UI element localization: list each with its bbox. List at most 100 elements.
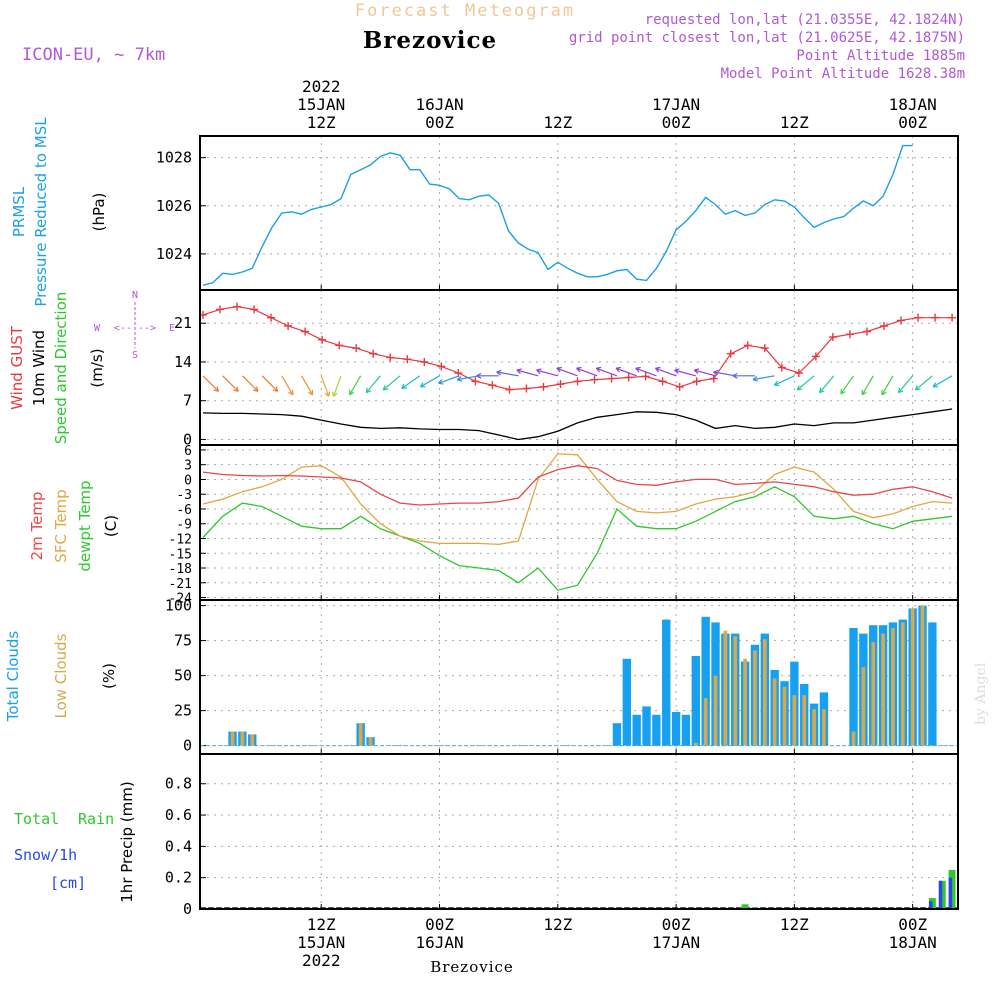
wind-arrow-shaft — [420, 375, 440, 388]
gust-marker — [948, 313, 957, 322]
gust-marker — [522, 384, 531, 393]
y-tick-label: 14 — [174, 353, 192, 371]
footer-location: Brezovice — [430, 958, 514, 976]
wind-unit: (m/s) — [88, 348, 106, 387]
gust-marker — [624, 373, 633, 382]
wind-dir-label: Speed and Direction — [52, 292, 70, 445]
y-tick-label: 0.8 — [165, 775, 192, 793]
wind-arrow-head — [655, 366, 661, 369]
wind-arrow-head — [773, 380, 778, 386]
wind-arrow-shaft — [881, 375, 894, 396]
wind-arrow — [365, 375, 381, 394]
gust-marker — [420, 357, 429, 366]
y-tick-label: 100 — [165, 597, 192, 615]
wind-arrow-head — [693, 369, 699, 374]
gust-marker — [794, 369, 803, 378]
gust-marker — [250, 305, 259, 314]
low-cloud-bar — [802, 695, 807, 746]
wind-arrow-shaft — [752, 375, 775, 381]
y-tick-label: 0.2 — [165, 869, 192, 887]
wind-arrow-shaft — [438, 375, 460, 384]
wind-arrow-head — [576, 367, 581, 373]
snow-unit: [cm] — [50, 874, 86, 892]
low-cloud-bar — [733, 636, 738, 746]
wind-arrow — [693, 368, 716, 377]
location-title: Brezovice — [363, 27, 497, 54]
wind-arrow-head — [674, 368, 680, 371]
wind-arrow-head — [366, 390, 372, 394]
wind-arrow-shaft — [457, 375, 480, 381]
panel-precip: 0 0.2 0.4 0.6 0.8 — [165, 754, 958, 918]
low-cloud-bar — [910, 608, 915, 746]
gust-marker — [828, 333, 837, 342]
wind-arrow — [438, 375, 460, 385]
wind-arrow-shaft — [932, 375, 953, 388]
gust-marker — [743, 341, 752, 350]
total-cloud-bar — [662, 619, 671, 746]
gust-marker — [352, 344, 361, 353]
dewpt-line — [202, 486, 953, 591]
wind-arrow-head — [635, 366, 641, 369]
wind-arrow-head — [840, 391, 846, 395]
model-altitude: Model Point Altitude 1628.38m — [721, 66, 965, 82]
wind-arrow — [732, 372, 755, 379]
wind-arrow-shaft — [596, 367, 618, 377]
y-tick-label: 50 — [174, 667, 192, 685]
wind-label: 10m Wind — [30, 330, 48, 406]
wind-arrow-shaft — [332, 375, 342, 397]
y-tick-label: 75 — [174, 632, 192, 650]
snow-bar — [928, 901, 933, 909]
wind-arrow — [654, 366, 677, 377]
wind-arrow-head — [556, 366, 562, 369]
gust-marker — [556, 380, 565, 389]
wind-arrow-head — [496, 371, 501, 376]
gust-marker — [897, 316, 906, 325]
wind-arrow — [861, 375, 874, 396]
wind-arrow — [476, 372, 499, 379]
wind-arrow-head — [674, 369, 679, 374]
snow-bar — [938, 880, 943, 909]
gust-marker — [777, 363, 786, 372]
wind-arrow-head — [365, 387, 368, 393]
y-tick-label: -12 — [169, 532, 192, 547]
prmsl-sub-label: Pressure Reduced to MSL — [32, 117, 50, 307]
wind-arrow-head — [752, 376, 758, 381]
gust-marker — [267, 313, 276, 322]
wind-arrow-head — [419, 382, 424, 388]
wind-arrow — [713, 369, 736, 377]
y-tick-label: -18 — [169, 562, 192, 577]
wind-arrow-head — [615, 367, 620, 373]
wind-arrow — [536, 368, 558, 377]
wind-arrow-shaft — [635, 367, 657, 377]
bottom-time-label: 2022 — [302, 951, 341, 970]
snow-bar — [948, 877, 953, 909]
y-tick-label: 0 — [184, 473, 192, 488]
top-time-label: 2022 — [302, 77, 341, 96]
wind-arrow-head — [732, 372, 738, 377]
low-cloud-bar — [693, 742, 698, 746]
total-cloud-bar — [701, 616, 710, 746]
gust-marker — [539, 382, 548, 391]
panel-temperature: 630-3-6-9-12-15-18-21-24 — [169, 444, 958, 607]
top-time-label: 18JAN — [889, 95, 937, 114]
wind-arrow-shaft — [496, 371, 519, 377]
wind-arrow — [897, 375, 914, 394]
low-cloud-bar — [900, 622, 905, 746]
wind-arrow-head — [383, 388, 389, 391]
wind-arrow-shaft — [365, 375, 381, 394]
low-cloud-bar — [753, 650, 757, 746]
y-tick-label: 0.6 — [165, 806, 192, 824]
wind-arrow-head — [536, 369, 541, 374]
total-cloud-bar — [622, 658, 631, 746]
low-cloud-bar — [703, 698, 708, 746]
wind-arrow-head — [732, 375, 738, 379]
gust-marker — [590, 375, 599, 384]
y-tick-label: 21 — [174, 314, 192, 332]
wind-arrow — [496, 369, 519, 377]
bottom-time-label: 18JAN — [889, 933, 937, 952]
wind-arrow-head — [236, 386, 239, 392]
wind-arrow — [773, 375, 795, 387]
gust-marker — [726, 349, 735, 358]
tsfc-label: SFC Temp — [52, 489, 70, 562]
y-tick-label: 1026 — [156, 197, 192, 215]
